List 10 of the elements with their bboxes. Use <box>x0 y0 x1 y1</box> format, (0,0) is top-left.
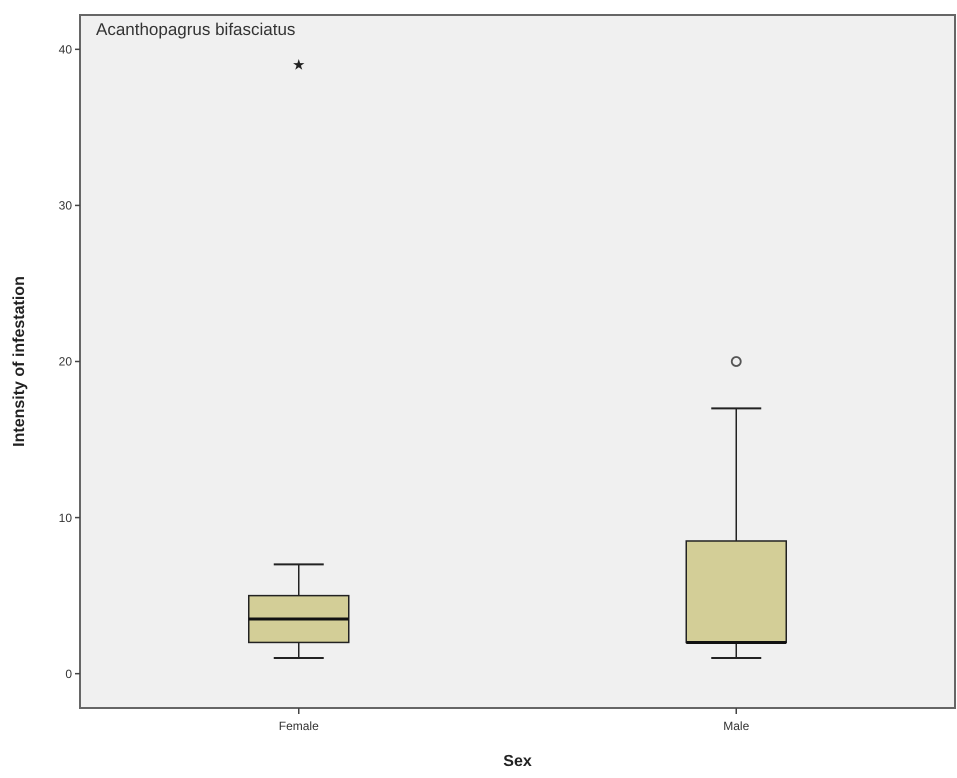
x-tick-label: Male <box>723 719 750 733</box>
y-tick-label: 30 <box>58 198 72 213</box>
y-tick-label: 0 <box>65 666 72 681</box>
y-tick-label: 20 <box>58 354 72 369</box>
x-tick-label: Female <box>278 719 320 733</box>
annotation: Acanthopagrus bifasciatus <box>96 20 296 39</box>
y-axis-title: Intensity of infestation <box>11 276 28 447</box>
y-tick-label: 10 <box>58 510 72 525</box>
x-axis-title: Sex <box>503 753 532 770</box>
y-tick-label: 40 <box>58 42 72 57</box>
